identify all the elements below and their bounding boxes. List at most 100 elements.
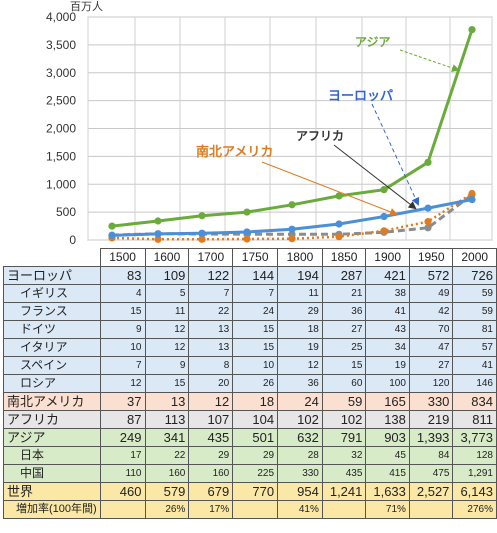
table-cell: 45: [365, 446, 410, 465]
data-point: [335, 233, 343, 241]
table-cell: 19: [277, 338, 323, 357]
data-point: [154, 217, 162, 225]
table-cell: 81: [452, 320, 497, 339]
table-cell: 20: [188, 374, 234, 393]
data-point: [288, 235, 296, 243]
annotation-leader: [371, 103, 420, 206]
table-cell: 8: [188, 356, 234, 375]
table-cell: 770: [232, 482, 279, 501]
table-cell: 15: [144, 374, 190, 393]
table-cell: [321, 500, 367, 519]
year-header-cell: 1800: [277, 248, 323, 267]
table-cell: 47: [408, 338, 454, 357]
table-cell: 12: [277, 356, 323, 375]
table-cell: 146: [452, 374, 497, 393]
table-cell: 87: [99, 410, 146, 429]
table-cell: 113: [144, 410, 190, 429]
table-cell: 59: [452, 302, 497, 321]
row-label: イギリス: [3, 284, 101, 303]
data-point: [243, 235, 251, 243]
table-row: ドイツ 9 12 13 15 18 27 43 70 81: [3, 320, 497, 339]
table-cell: [232, 500, 279, 519]
table-cell: 41: [365, 302, 410, 321]
table-cell: 36: [277, 374, 323, 393]
table-cell: 60: [321, 374, 367, 393]
table-cell: 27: [321, 320, 367, 339]
table-cell: 435: [321, 464, 367, 483]
table-cell: 165: [365, 392, 410, 411]
table-cell: 59: [452, 284, 497, 303]
table-row: イタリア 10 12 13 15 19 25 34 47 57: [3, 338, 497, 357]
year-header-row: 1500 1600 1700 1750 1800 1850 1900 1950 2000: [3, 248, 497, 267]
annotation-leader: [261, 161, 398, 216]
table-cell: 17%: [188, 500, 234, 519]
table-cell: 475: [408, 464, 454, 483]
table-cell: 10: [232, 356, 279, 375]
table-cell: 15: [99, 302, 146, 321]
annotation-label: 南北アメリカ: [196, 144, 273, 159]
data-point: [243, 228, 251, 236]
row-label: アフリカ: [3, 410, 101, 429]
table-cell: 107: [188, 410, 234, 429]
table-cell: 11: [277, 284, 323, 303]
table-cell: 138: [365, 410, 410, 429]
data-point: [108, 222, 116, 230]
data-point: [243, 208, 251, 216]
y-tick-label: 2,500: [46, 94, 76, 108]
table-cell: 9: [99, 320, 146, 339]
y-tick-label: 500: [56, 205, 76, 219]
data-point: [468, 195, 476, 204]
annotation-label: ヨーロッパ: [328, 88, 393, 103]
table-cell: 22: [188, 302, 234, 321]
table-row: 増加率(100年間) 26% 17% 41% 71% 276%: [3, 500, 497, 519]
table-cell: 26%: [144, 500, 190, 519]
table-cell: 42: [408, 302, 454, 321]
table-cell: 144: [232, 266, 279, 285]
data-point: [424, 218, 432, 226]
table-cell: 4: [99, 284, 146, 303]
y-axis-ticks: 0 500 1,000 1,500 2,000 2,500 3,000 3,500 4,000: [46, 10, 76, 247]
table-cell: 7: [99, 356, 146, 375]
data-point: [380, 186, 388, 194]
table-cell: 9: [144, 356, 190, 375]
row-label: 南北アメリカ: [3, 392, 101, 411]
table-cell: 26: [232, 374, 279, 393]
row-label: 増加率(100年間): [3, 500, 101, 519]
table-cell: 24: [232, 302, 279, 321]
table-cell: 128: [452, 446, 497, 465]
table-cell: 41: [452, 356, 497, 375]
table-cell: 791: [321, 428, 367, 447]
table-row: イギリス 4 5 7 7 11 21 38 49 59: [3, 284, 497, 303]
table-cell: 41%: [277, 500, 323, 519]
table-cell: 83: [99, 266, 146, 285]
table-cell: 5: [144, 284, 190, 303]
table-cell: 37: [99, 392, 146, 411]
table-cell: 122: [188, 266, 234, 285]
header-corner: [3, 248, 101, 267]
data-point: [335, 220, 343, 228]
table-cell: 104: [232, 410, 279, 429]
table-cell: [99, 500, 146, 519]
table-cell: 15: [321, 356, 367, 375]
table-cell: 460: [99, 482, 146, 501]
y-tick-label: 3,500: [46, 38, 76, 52]
data-point: [424, 204, 432, 212]
table-cell: 415: [365, 464, 410, 483]
table-cell: 435: [188, 428, 234, 447]
annotation-leader: [333, 144, 417, 210]
table-cell: 13: [144, 392, 190, 411]
table-cell: 84: [408, 446, 454, 465]
row-label: 日本: [3, 446, 101, 465]
data-point: [154, 230, 162, 238]
table-cell: 59: [321, 392, 367, 411]
table-row: ロシア 12 15 20 26 36 60 100 120 146: [3, 374, 497, 393]
data-point: [468, 189, 476, 198]
row-label: 中国: [3, 464, 101, 483]
line-chart: 05001,0001,5002,0002,5003,0003,5004,000 …: [46, 0, 493, 247]
table-cell: 38: [365, 284, 410, 303]
population-table: 1500 1600 1700 1750 1800 1850 1900 1950 2000 ヨーロッ…: [3, 248, 497, 519]
data-point: [335, 192, 343, 200]
data-point: [380, 227, 388, 235]
data-point: [198, 235, 206, 243]
